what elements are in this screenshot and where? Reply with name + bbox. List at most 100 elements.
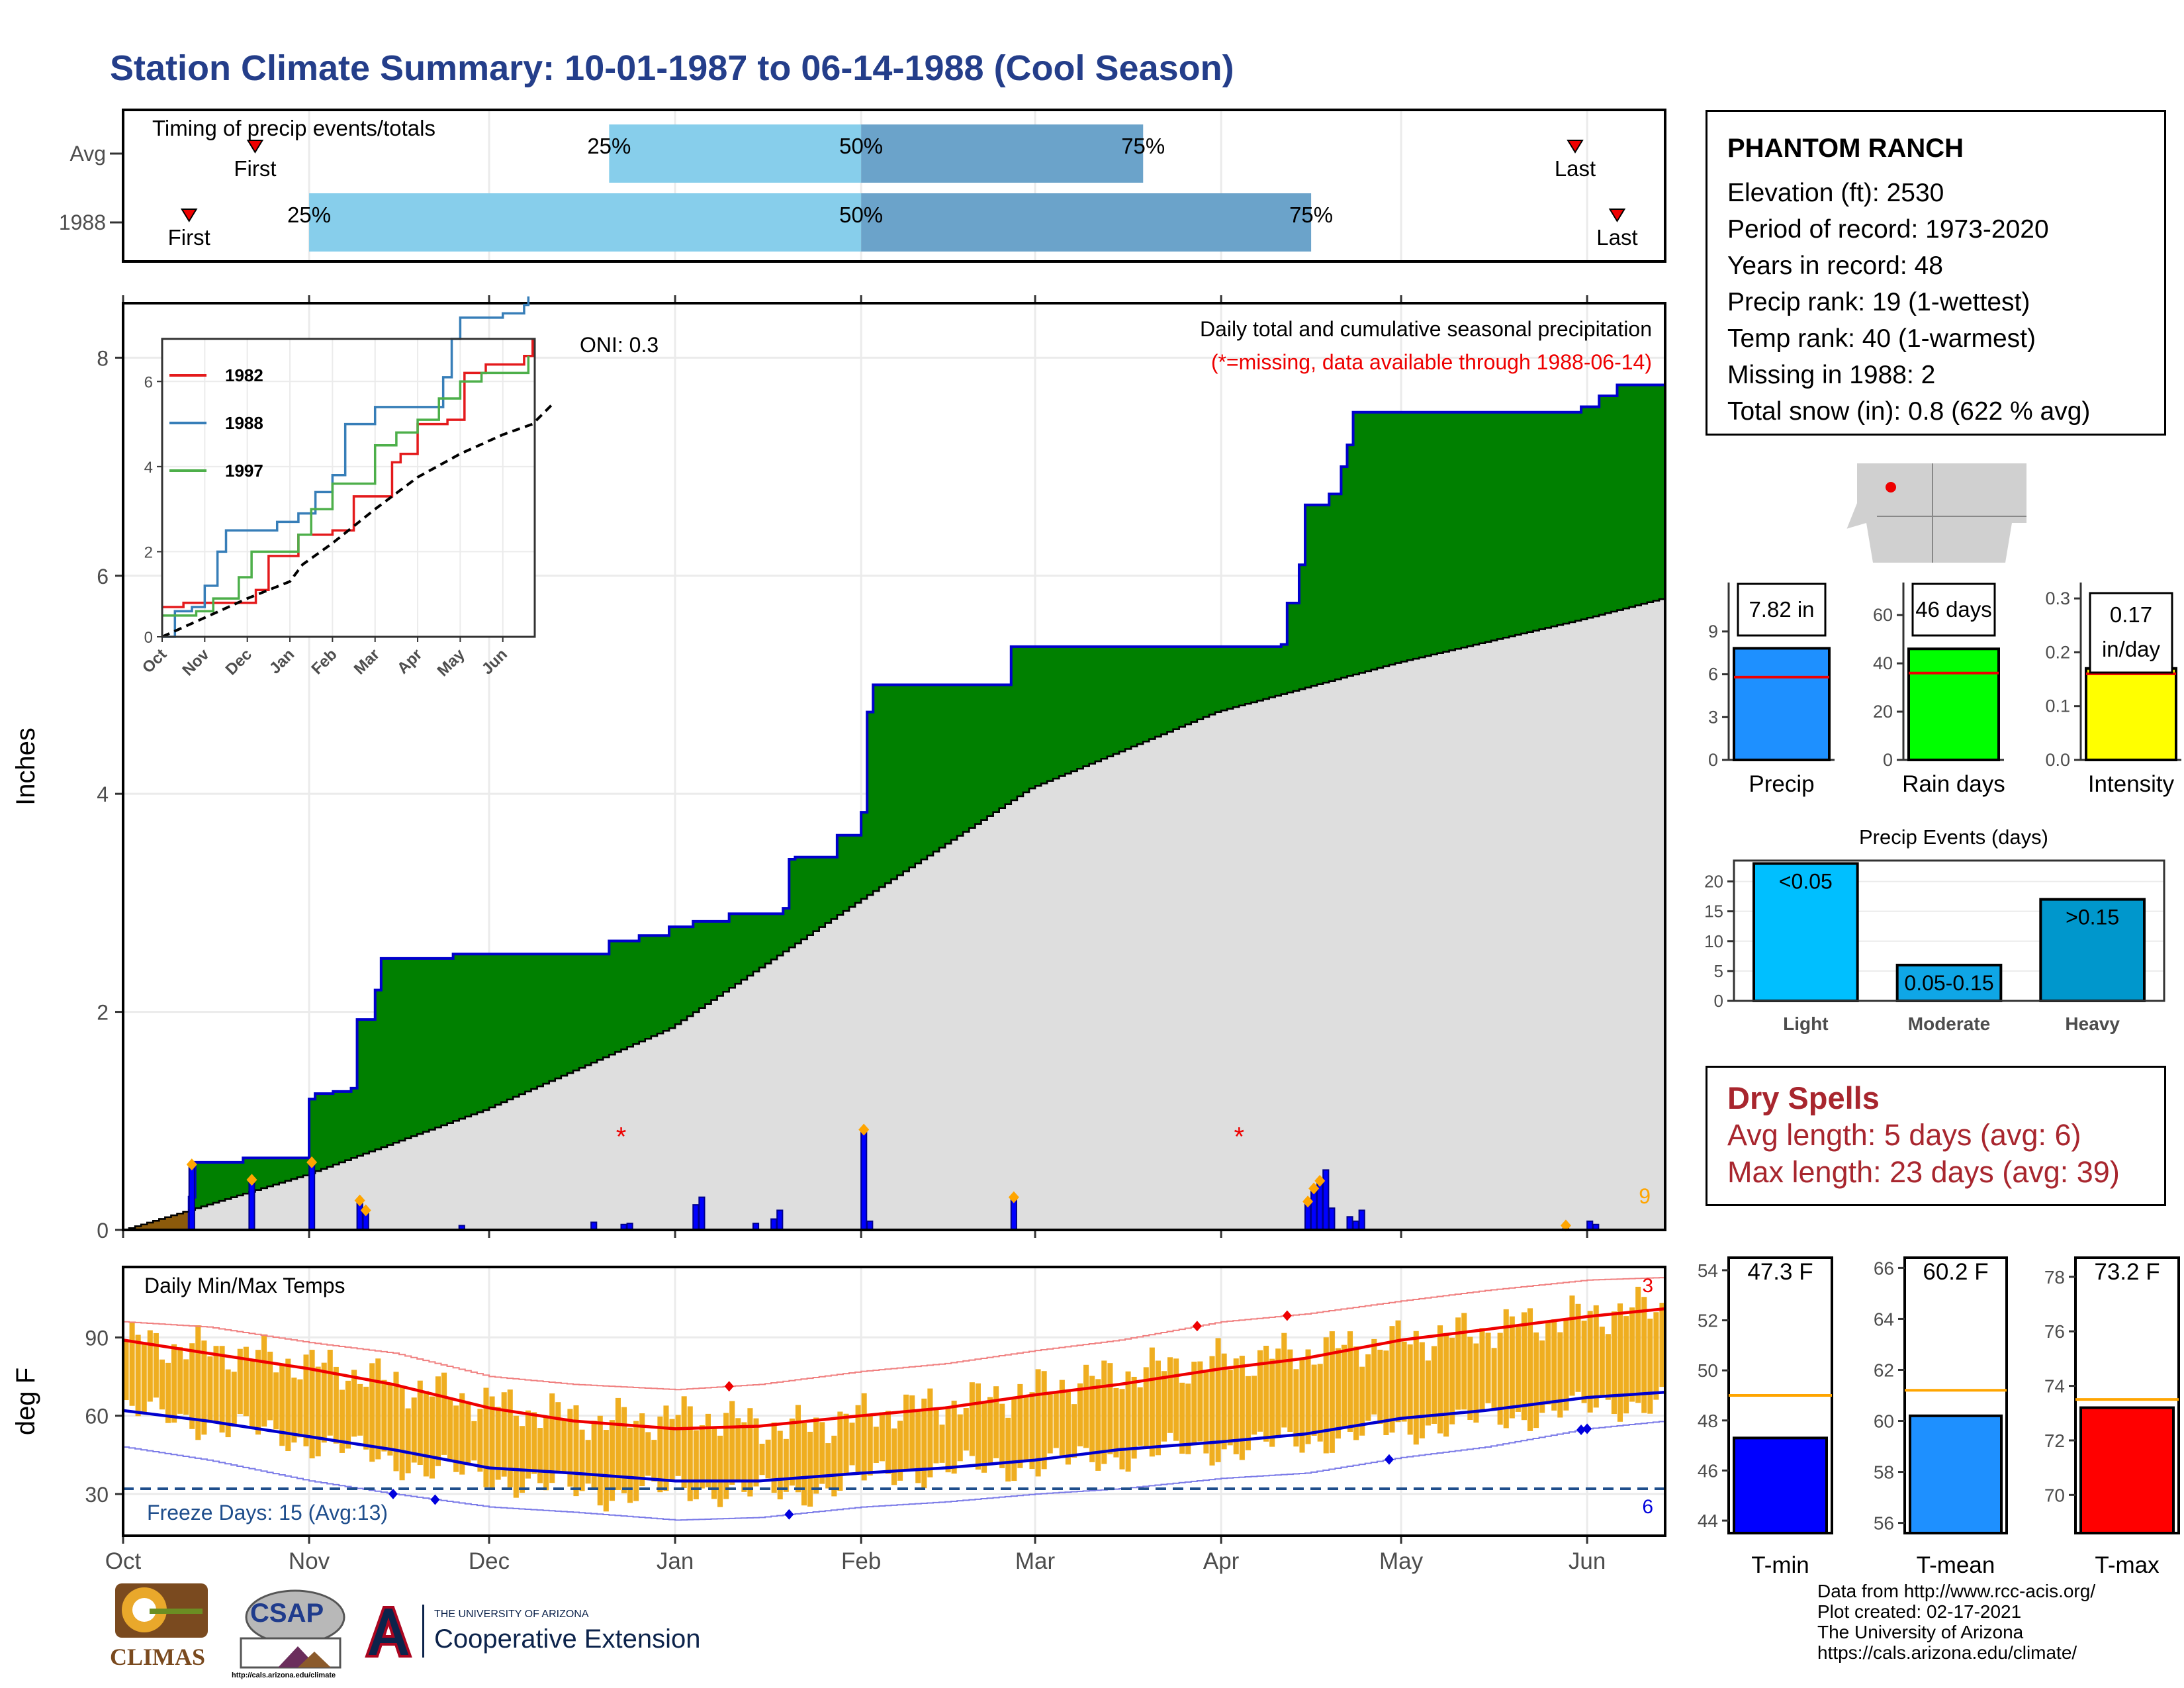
temp-daily-range-bar — [441, 1372, 447, 1455]
timing-pct-label: 50% — [839, 134, 883, 158]
inset-average-line — [161, 402, 555, 638]
temp-daily-range-bar — [1467, 1336, 1473, 1421]
temp-daily-range-bar — [1155, 1360, 1161, 1456]
temp-freeze-label: Freeze Days: 15 (Avg:13) — [147, 1501, 388, 1524]
credit-url: https://cals.arizona.edu/climate/ — [1817, 1642, 2077, 1663]
temp-daily-range-bar — [705, 1413, 711, 1487]
precip-label: Daily total and cumulative seasonal prec… — [1200, 317, 1652, 341]
temp-record-low-marker — [388, 1488, 398, 1499]
temp-daily-range-bar — [735, 1418, 741, 1483]
precip-events-category-label: Heavy — [2065, 1013, 2120, 1034]
station-precip-rank: Precip rank: 19 (1-wettest) — [1727, 288, 2030, 316]
station-temp-rank: Temp rank: 40 (1-warmest) — [1727, 324, 2036, 353]
temp-daily-range-bar — [1449, 1337, 1455, 1425]
temp-daily-range-bar — [687, 1406, 693, 1501]
temp-x-tick-label: Oct — [105, 1548, 142, 1574]
temp-small-t-min-y-tick-label: 54 — [1698, 1260, 1718, 1281]
precip-y-tick-label: 8 — [97, 346, 109, 370]
temp-daily-range-bar — [1443, 1333, 1449, 1437]
temp-daily-range-bar — [243, 1346, 249, 1417]
temp-daily-range-bar — [897, 1421, 903, 1481]
precip-small-rain-days-y-tick-label: 20 — [1873, 702, 1893, 722]
timing-title: Timing of precip events/totals — [152, 116, 435, 140]
precip-daily-bar — [1328, 1207, 1336, 1231]
temp-daily-range-bar — [1425, 1360, 1431, 1426]
inset-y-tick-label: 6 — [144, 373, 153, 391]
temp-daily-range-bar — [1647, 1319, 1653, 1414]
temp-daily-range-bar — [561, 1418, 567, 1472]
temp-record-low-line — [123, 1421, 1666, 1521]
temp-daily-range-bar — [1185, 1383, 1191, 1454]
timing-pct-label: 75% — [1121, 134, 1165, 158]
temp-daily-range-bar — [717, 1435, 723, 1507]
temp-daily-range-bar — [1125, 1371, 1131, 1472]
precip-daily-bar — [1322, 1169, 1330, 1231]
temp-daily-range-bar — [357, 1383, 363, 1436]
temp-record-low-marker — [430, 1494, 440, 1505]
timing-quartile-q50-q75 — [861, 193, 1312, 252]
temp-daily-range-bar — [459, 1393, 465, 1475]
timing-first-marker — [180, 209, 198, 222]
temp-daily-range-bar — [1461, 1313, 1467, 1410]
temp-daily-range-bar — [1089, 1376, 1095, 1462]
ua-logo: THE UNIVERSITY OF ARIZONA Cooperative Ex… — [361, 1602, 758, 1662]
temp-daily-range-bar — [1587, 1311, 1593, 1413]
temp-record-low-marker — [1384, 1454, 1394, 1465]
temp-daily-range-bar — [1005, 1417, 1011, 1482]
temp-daily-range-bar — [1407, 1344, 1413, 1435]
temp-daily-range-bar — [741, 1422, 747, 1492]
temp-daily-range-bar — [1401, 1341, 1407, 1422]
precip-daily-bar — [698, 1196, 705, 1231]
temp-daily-range-bar — [1245, 1376, 1251, 1450]
temp-daily-range-bar — [1017, 1383, 1023, 1468]
temp-daily-range-bar — [1275, 1348, 1281, 1438]
ua-big-text: Cooperative Extension — [434, 1624, 701, 1654]
temp-x-tick-label: Mar — [1015, 1548, 1056, 1574]
temp-daily-range-bar — [1035, 1369, 1041, 1477]
temp-daily-range-bar — [1497, 1333, 1503, 1425]
temp-daily-range-bar — [1359, 1366, 1365, 1436]
temp-small-t-mean-y-tick-label: 66 — [1874, 1258, 1894, 1278]
temp-daily-range-bar — [675, 1415, 681, 1476]
temp-y-tick-label: 90 — [85, 1326, 109, 1350]
temp-daily-range-bar — [1329, 1331, 1335, 1453]
temp-daily-range-bar — [585, 1440, 591, 1484]
temp-daily-range-bar — [603, 1430, 609, 1512]
temp-daily-range-bar — [765, 1439, 771, 1479]
temp-small-t-max-bar — [2079, 1406, 2175, 1535]
temp-daily-range-bar — [1251, 1376, 1257, 1435]
temp-daily-range-bar — [1533, 1332, 1539, 1429]
temp-daily-range-bar — [393, 1372, 399, 1472]
temp-daily-range-bar — [1239, 1356, 1245, 1460]
precip-small-intensity-value-label: 0.17 — [2110, 602, 2152, 627]
temp-daily-range-bar — [1347, 1331, 1353, 1432]
temp-daily-range-bar — [591, 1421, 597, 1490]
precip-events-y-tick-label: 15 — [1704, 902, 1723, 921]
precip-small-precip-y-tick-label: 9 — [1708, 622, 1718, 641]
temp-daily-range-bar — [189, 1343, 195, 1429]
dry-spells-avg: Avg length: 5 days (avg: 6) — [1727, 1118, 2081, 1152]
timing-row-label: 1988 — [59, 211, 106, 234]
temp-daily-range-bar — [1191, 1362, 1197, 1444]
temp-small-t-mean-y-tick-label: 56 — [1874, 1513, 1894, 1534]
temp-small-t-min-value-label: 47.3 F — [1747, 1259, 1813, 1285]
temp-daily-range-bar — [1071, 1404, 1077, 1458]
temp-daily-range-bar — [1479, 1328, 1485, 1412]
temp-daily-range-bar — [1059, 1380, 1065, 1458]
temp-daily-range-bar — [177, 1346, 183, 1414]
temp-daily-range-bar — [609, 1420, 615, 1501]
temp-daily-range-bar — [1515, 1327, 1521, 1412]
inset-series-1997 — [162, 355, 530, 617]
temp-daily-range-bar — [225, 1369, 231, 1438]
temp-record-high-marker — [1282, 1310, 1292, 1321]
ua-a-icon — [365, 1606, 412, 1658]
precip-y-tick-label: 4 — [97, 782, 109, 806]
credit-source: Data from http://www.rcc-acis.org/ — [1817, 1581, 2096, 1601]
temp-daily-range-bar — [663, 1405, 669, 1491]
temp-daily-range-bar — [453, 1405, 459, 1472]
temp-daily-range-bar — [915, 1409, 921, 1483]
temp-daily-range-bar — [999, 1403, 1005, 1468]
timing-last-label: Last — [1555, 156, 1596, 181]
temp-record-high-marker — [1192, 1321, 1202, 1332]
temp-daily-range-bar — [1299, 1358, 1305, 1453]
